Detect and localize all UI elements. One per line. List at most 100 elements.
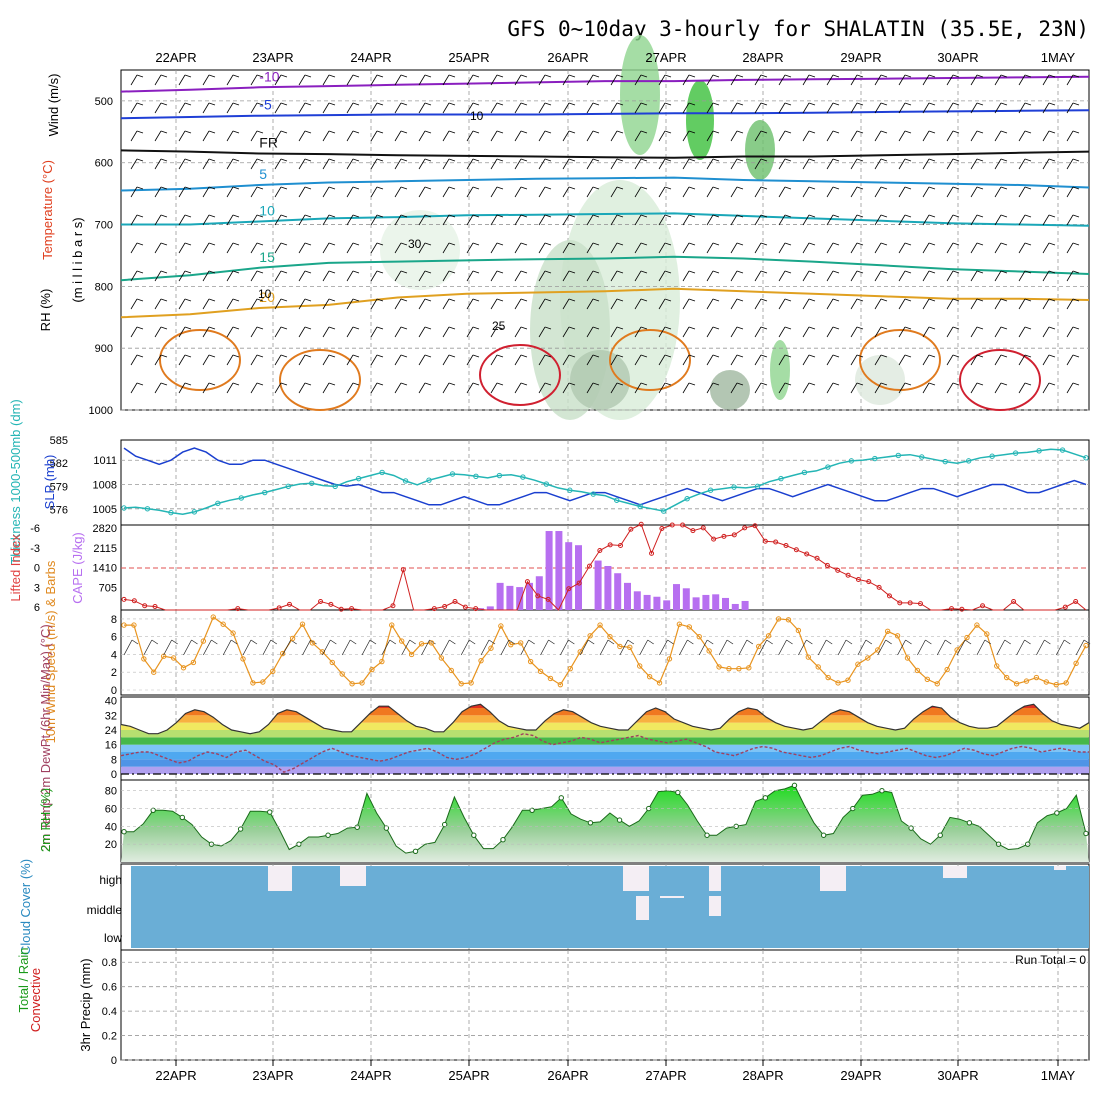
pressure-tick-label: 600 [95, 158, 113, 170]
wind-barb-flag [424, 158, 432, 162]
wind-barb [394, 270, 402, 282]
wind-speed-point [408, 651, 415, 658]
ylabel-rh-2m: 2m RH (%) [38, 788, 53, 852]
thickness-line-point [355, 475, 362, 482]
wind-speed-point [686, 624, 692, 630]
wind-barb [994, 130, 1002, 142]
wind-barb [274, 326, 282, 338]
wind-speed-point [954, 647, 960, 653]
thickness-tick-label: 585 [50, 435, 68, 447]
wind-barb-flag [856, 74, 864, 78]
li-point [783, 543, 789, 549]
wind-barb-flag [880, 186, 888, 190]
wind-barb [706, 298, 714, 310]
wind-barb-flag [496, 130, 504, 134]
wind-barb-flag [389, 639, 397, 645]
warm-contour [859, 329, 941, 391]
wind-barb-flag [280, 382, 288, 386]
wind-barb-flag [832, 74, 840, 78]
wind-barb [442, 74, 450, 86]
li-point [431, 606, 437, 612]
wind-barb [970, 158, 978, 170]
wind-barb [274, 74, 282, 86]
cape-bar [575, 545, 582, 610]
wind-barb-flag [664, 158, 672, 162]
wind-barb [1018, 102, 1026, 114]
thickness-line-point [520, 474, 526, 480]
wind-barb-flag [856, 298, 864, 302]
wind-barb-flag [496, 214, 504, 218]
wind-speed-point [974, 622, 980, 628]
wind-barb [130, 382, 138, 394]
date-label-top: 22APR [155, 50, 196, 65]
wind-barb [634, 74, 642, 86]
wind-barb [538, 270, 546, 282]
wind-barb [778, 326, 786, 338]
temp-band [121, 730, 1089, 738]
wind-barb-flag [328, 158, 336, 162]
wind-barb [898, 298, 906, 310]
wind-barb [946, 382, 954, 394]
wind-speed-point [210, 614, 216, 620]
wind-speed-point [1003, 674, 1010, 681]
wind-barb [946, 270, 954, 282]
pressure-tick-label: 1000 [89, 405, 113, 417]
wind-barb-flag [376, 298, 384, 302]
wind-barb [130, 186, 138, 198]
warm-contour [479, 344, 561, 406]
wind-barb [1042, 242, 1050, 254]
wind-barb [418, 270, 426, 282]
wind-barb-flag [160, 382, 168, 386]
wind-barb [970, 130, 978, 142]
temp-band [121, 752, 1089, 760]
date-label-bottom: 23APR [252, 1068, 293, 1083]
wind-barb [441, 639, 450, 656]
wind-barb-flag [952, 102, 960, 106]
cloud-high-bar [1054, 866, 1066, 870]
wind-barb-flag [352, 74, 360, 78]
li-point [731, 532, 737, 538]
wind-barb-flag [592, 158, 600, 162]
wind-barb [183, 639, 192, 656]
wind-barb-flag [496, 354, 504, 358]
wind-barb [226, 214, 234, 226]
wind-barb [610, 74, 618, 86]
li-point [586, 563, 592, 569]
li-point [442, 603, 448, 609]
wind-barb-flag [1048, 102, 1056, 106]
ylabel-temperature: Temperature (°C) [40, 160, 55, 260]
date-label-bottom: 28APR [742, 1068, 783, 1083]
wind-speed-point [250, 680, 256, 686]
rh-tick-label: 60 [105, 804, 117, 816]
cape-bar [535, 576, 543, 610]
wind-speed-point [329, 659, 335, 666]
wind-barb-flag [449, 639, 456, 645]
li-point [866, 579, 872, 585]
wind-tick-label: 2 [111, 667, 117, 679]
wind-barb-flag [1072, 298, 1080, 302]
wind-barb-flag [184, 242, 192, 246]
rh-point [150, 807, 156, 814]
wind-barb-flag [784, 102, 792, 106]
wind-barb [718, 639, 728, 656]
wind-barb [226, 298, 234, 310]
wind-barb [874, 186, 882, 198]
wind-barb-flag [448, 382, 456, 386]
cape-bar [643, 594, 651, 610]
wind-barb [946, 214, 954, 226]
wind-barb-flag [304, 382, 312, 386]
rh-point [675, 789, 681, 796]
wind-barb [202, 298, 210, 310]
wind-barb [514, 74, 522, 86]
wind-barb-flag [808, 326, 816, 330]
wind-speed-point [369, 666, 375, 673]
wind-speed-point [180, 665, 187, 671]
wind-barb [514, 102, 522, 114]
wind-barb [370, 214, 378, 226]
wind-barb-flag [520, 382, 528, 386]
wind-barb [874, 102, 882, 114]
wind-barb [346, 270, 354, 282]
wind-barb-flag [352, 298, 360, 302]
wind-barb-flag [640, 298, 648, 302]
wind-barb [730, 354, 738, 366]
